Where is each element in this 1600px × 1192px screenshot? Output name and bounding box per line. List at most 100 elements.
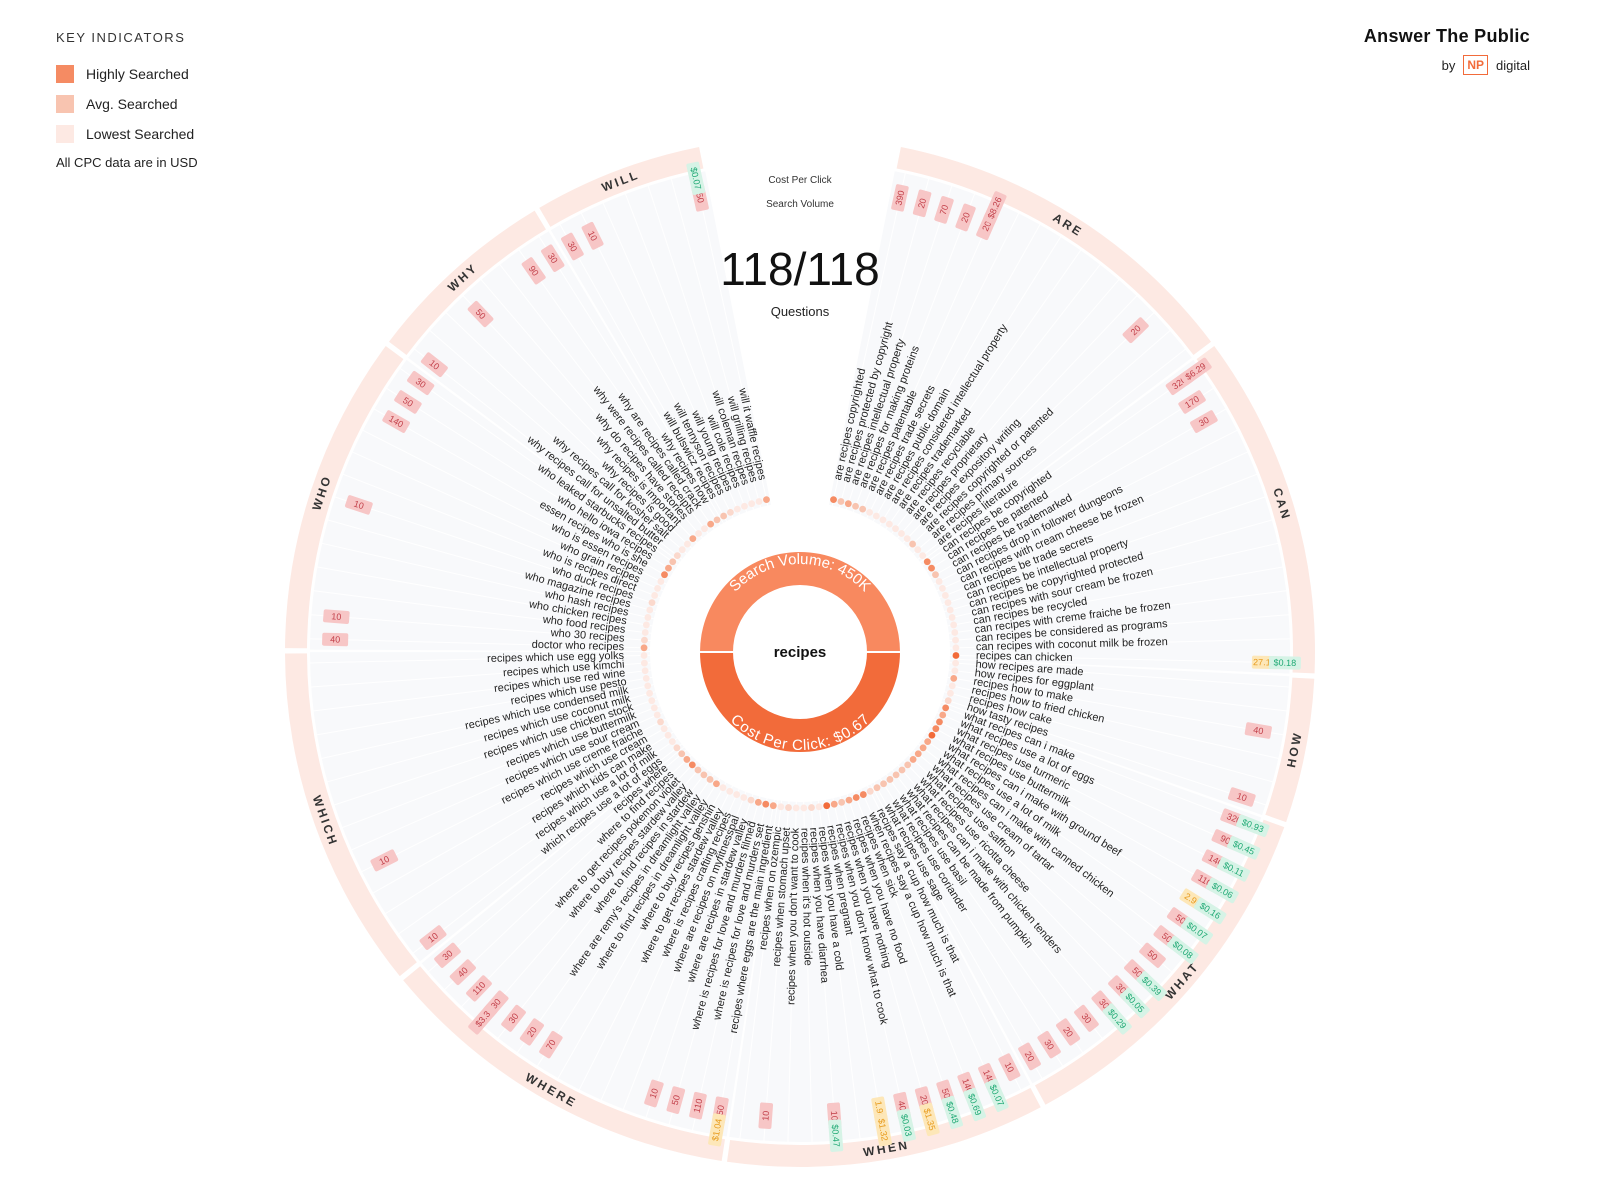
volume-dot[interactable] xyxy=(640,659,648,667)
segment-ring-why[interactable] xyxy=(388,210,546,355)
cost-per-click-arc[interactable] xyxy=(700,652,900,752)
question-text[interactable]: doctor who recipes xyxy=(532,639,625,653)
volume-dot[interactable] xyxy=(909,540,917,548)
volume-dot[interactable] xyxy=(948,682,956,690)
volume-dot[interactable] xyxy=(668,738,676,746)
volume-badge[interactable]: 30 xyxy=(433,942,461,969)
volume-dot[interactable] xyxy=(880,780,887,788)
volume-dot[interactable] xyxy=(695,530,702,537)
volume-badge[interactable]: 10 xyxy=(323,609,350,624)
volume-dot[interactable] xyxy=(944,697,952,705)
volume-badge[interactable]: 40 xyxy=(449,959,477,986)
volume-dot[interactable] xyxy=(688,761,696,769)
volume-badge[interactable]: 170 xyxy=(1178,390,1207,415)
volume-dot[interactable] xyxy=(944,599,952,607)
volume-dot[interactable] xyxy=(932,725,940,733)
question-text[interactable]: recipes when it's hot outside xyxy=(798,828,813,966)
volume-dot[interactable] xyxy=(646,689,653,697)
volume-dot[interactable] xyxy=(642,674,650,682)
volume-badge[interactable]: 30 xyxy=(1189,409,1218,433)
segment-ring-will[interactable] xyxy=(539,146,704,227)
volume-badge[interactable]: 140 xyxy=(382,409,411,433)
volume-dot[interactable] xyxy=(648,599,656,607)
volume-dot[interactable] xyxy=(838,798,846,806)
volume-dot[interactable] xyxy=(706,776,714,783)
volume-dot[interactable] xyxy=(942,704,950,712)
volume-dot[interactable] xyxy=(808,804,815,811)
volume-dot[interactable] xyxy=(898,766,906,774)
volume-dot[interactable] xyxy=(872,512,880,520)
volume-badge[interactable]: 10 xyxy=(344,495,373,516)
volume-dot[interactable] xyxy=(909,756,917,763)
volume-dot[interactable] xyxy=(664,731,672,739)
volume-dot[interactable] xyxy=(852,502,859,510)
volume-dot[interactable] xyxy=(644,682,652,690)
question-text[interactable]: can recipes with coconut milk be frozen xyxy=(976,636,1168,653)
volume-dot[interactable] xyxy=(830,800,838,808)
volume-dot[interactable] xyxy=(762,800,770,808)
volume-dot[interactable] xyxy=(939,711,947,719)
volume-dot[interactable] xyxy=(733,505,741,513)
volume-dot[interactable] xyxy=(654,584,661,592)
volume-dot[interactable] xyxy=(650,704,658,712)
volume-dot[interactable] xyxy=(701,525,708,533)
segment-ring-which[interactable] xyxy=(285,653,417,977)
volume-badge[interactable]: 10 xyxy=(998,1053,1021,1082)
volume-dot[interactable] xyxy=(700,771,708,779)
volume-badge[interactable]: 40 xyxy=(1244,722,1272,739)
volume-dot[interactable] xyxy=(948,614,956,621)
volume-dot[interactable] xyxy=(947,689,954,697)
cpc-badge[interactable]: $0.93 xyxy=(1236,814,1271,838)
volume-dot[interactable] xyxy=(661,571,668,579)
cpc-badge[interactable]: $1.04 xyxy=(708,1113,726,1147)
volume-dot[interactable] xyxy=(866,508,873,516)
volume-dot[interactable] xyxy=(720,512,728,520)
volume-dot[interactable] xyxy=(678,546,686,554)
volume-dot[interactable] xyxy=(741,502,748,510)
volume-dot[interactable] xyxy=(678,750,686,758)
volume-dot[interactable] xyxy=(754,798,762,806)
volume-dot[interactable] xyxy=(653,711,661,719)
volume-dot[interactable] xyxy=(898,530,905,537)
volume-badge[interactable]: 390 xyxy=(891,184,909,212)
volume-dot[interactable] xyxy=(689,535,697,543)
volume-dot[interactable] xyxy=(951,667,959,675)
volume-dot[interactable] xyxy=(792,804,800,812)
volume-dot[interactable] xyxy=(844,500,852,508)
volume-badge[interactable]: 20 xyxy=(1055,1018,1081,1047)
segment-ring-who[interactable] xyxy=(285,346,404,649)
volume-dot[interactable] xyxy=(919,744,927,752)
volume-dot[interactable] xyxy=(642,621,650,629)
cpc-badge[interactable]: $0.07 xyxy=(686,161,706,195)
volume-dot[interactable] xyxy=(866,787,874,795)
segment-ring-when[interactable] xyxy=(726,1087,1041,1168)
volume-dot[interactable] xyxy=(823,802,831,810)
volume-dot[interactable] xyxy=(641,629,649,636)
cpc-badge[interactable]: $0.69 xyxy=(963,1087,987,1122)
volume-badge[interactable]: 10 xyxy=(644,1079,665,1108)
volume-dot[interactable] xyxy=(673,744,681,752)
question-text[interactable]: recipes when you don't want to cook xyxy=(785,827,801,1005)
volume-dot[interactable] xyxy=(914,546,922,554)
cpc-badge[interactable]: $0.03 xyxy=(896,1108,917,1142)
segment-ring-how[interactable] xyxy=(1265,677,1315,823)
volume-dot[interactable] xyxy=(673,552,681,560)
volume-dot[interactable] xyxy=(740,794,748,801)
volume-badge[interactable]: 30 xyxy=(540,244,565,273)
question-text[interactable]: who 30 recipes xyxy=(549,627,625,645)
volume-dot[interactable] xyxy=(800,804,808,812)
volume-dot[interactable] xyxy=(657,578,665,585)
volume-dot[interactable] xyxy=(755,498,763,505)
volume-dot[interactable] xyxy=(852,794,860,801)
volume-dot[interactable] xyxy=(657,718,664,726)
volume-dot[interactable] xyxy=(785,804,792,811)
volume-badge[interactable]: 90 xyxy=(521,256,547,285)
volume-dot[interactable] xyxy=(644,614,652,621)
volume-dot[interactable] xyxy=(892,771,900,779)
volume-badge[interactable]: 30 xyxy=(1037,1030,1062,1059)
volume-dot[interactable] xyxy=(830,496,837,504)
volume-badge[interactable]: 50 xyxy=(393,390,422,415)
volume-badge[interactable]: 30 xyxy=(560,232,584,261)
volume-dot[interactable] xyxy=(707,520,715,528)
volume-dot[interactable] xyxy=(936,718,943,726)
